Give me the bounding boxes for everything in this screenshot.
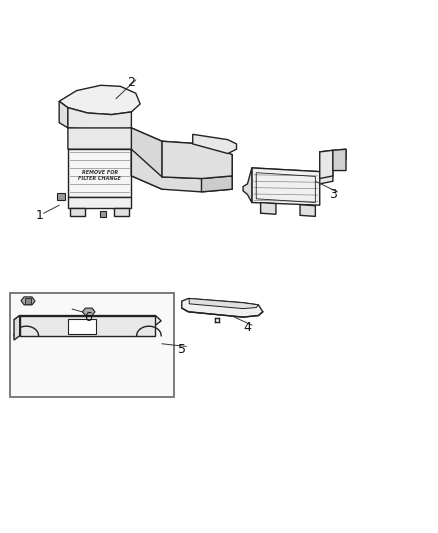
Polygon shape: [21, 297, 35, 305]
Polygon shape: [131, 128, 162, 189]
Polygon shape: [59, 85, 140, 115]
Text: 1: 1: [35, 209, 43, 222]
Polygon shape: [68, 128, 201, 155]
Polygon shape: [193, 134, 237, 154]
Text: REMOVE FOR
FILTER CHANGE: REMOVE FOR FILTER CHANGE: [78, 171, 121, 181]
Polygon shape: [252, 168, 333, 184]
Polygon shape: [68, 197, 131, 208]
Text: 3: 3: [329, 188, 337, 201]
Polygon shape: [182, 298, 263, 317]
Text: 6: 6: [84, 311, 92, 324]
Polygon shape: [252, 168, 320, 205]
Polygon shape: [320, 149, 346, 172]
Text: 4: 4: [244, 321, 251, 334]
Polygon shape: [100, 211, 106, 217]
Polygon shape: [243, 168, 252, 203]
Bar: [10, 293, 174, 397]
Polygon shape: [68, 108, 131, 131]
Polygon shape: [68, 149, 131, 197]
Polygon shape: [82, 308, 95, 316]
Bar: [68, 319, 96, 334]
Text: 5: 5: [178, 343, 186, 356]
Polygon shape: [14, 316, 161, 325]
Polygon shape: [25, 298, 31, 304]
Polygon shape: [320, 150, 333, 179]
Polygon shape: [131, 149, 232, 192]
Polygon shape: [162, 141, 232, 179]
Polygon shape: [59, 101, 68, 128]
Polygon shape: [333, 149, 346, 171]
Polygon shape: [261, 203, 276, 214]
Polygon shape: [300, 205, 315, 216]
Polygon shape: [20, 316, 155, 336]
Polygon shape: [201, 155, 232, 192]
Polygon shape: [114, 208, 129, 216]
Polygon shape: [14, 316, 20, 340]
Text: 2: 2: [127, 76, 135, 89]
Polygon shape: [70, 208, 85, 216]
Polygon shape: [189, 298, 258, 309]
Polygon shape: [57, 193, 65, 200]
